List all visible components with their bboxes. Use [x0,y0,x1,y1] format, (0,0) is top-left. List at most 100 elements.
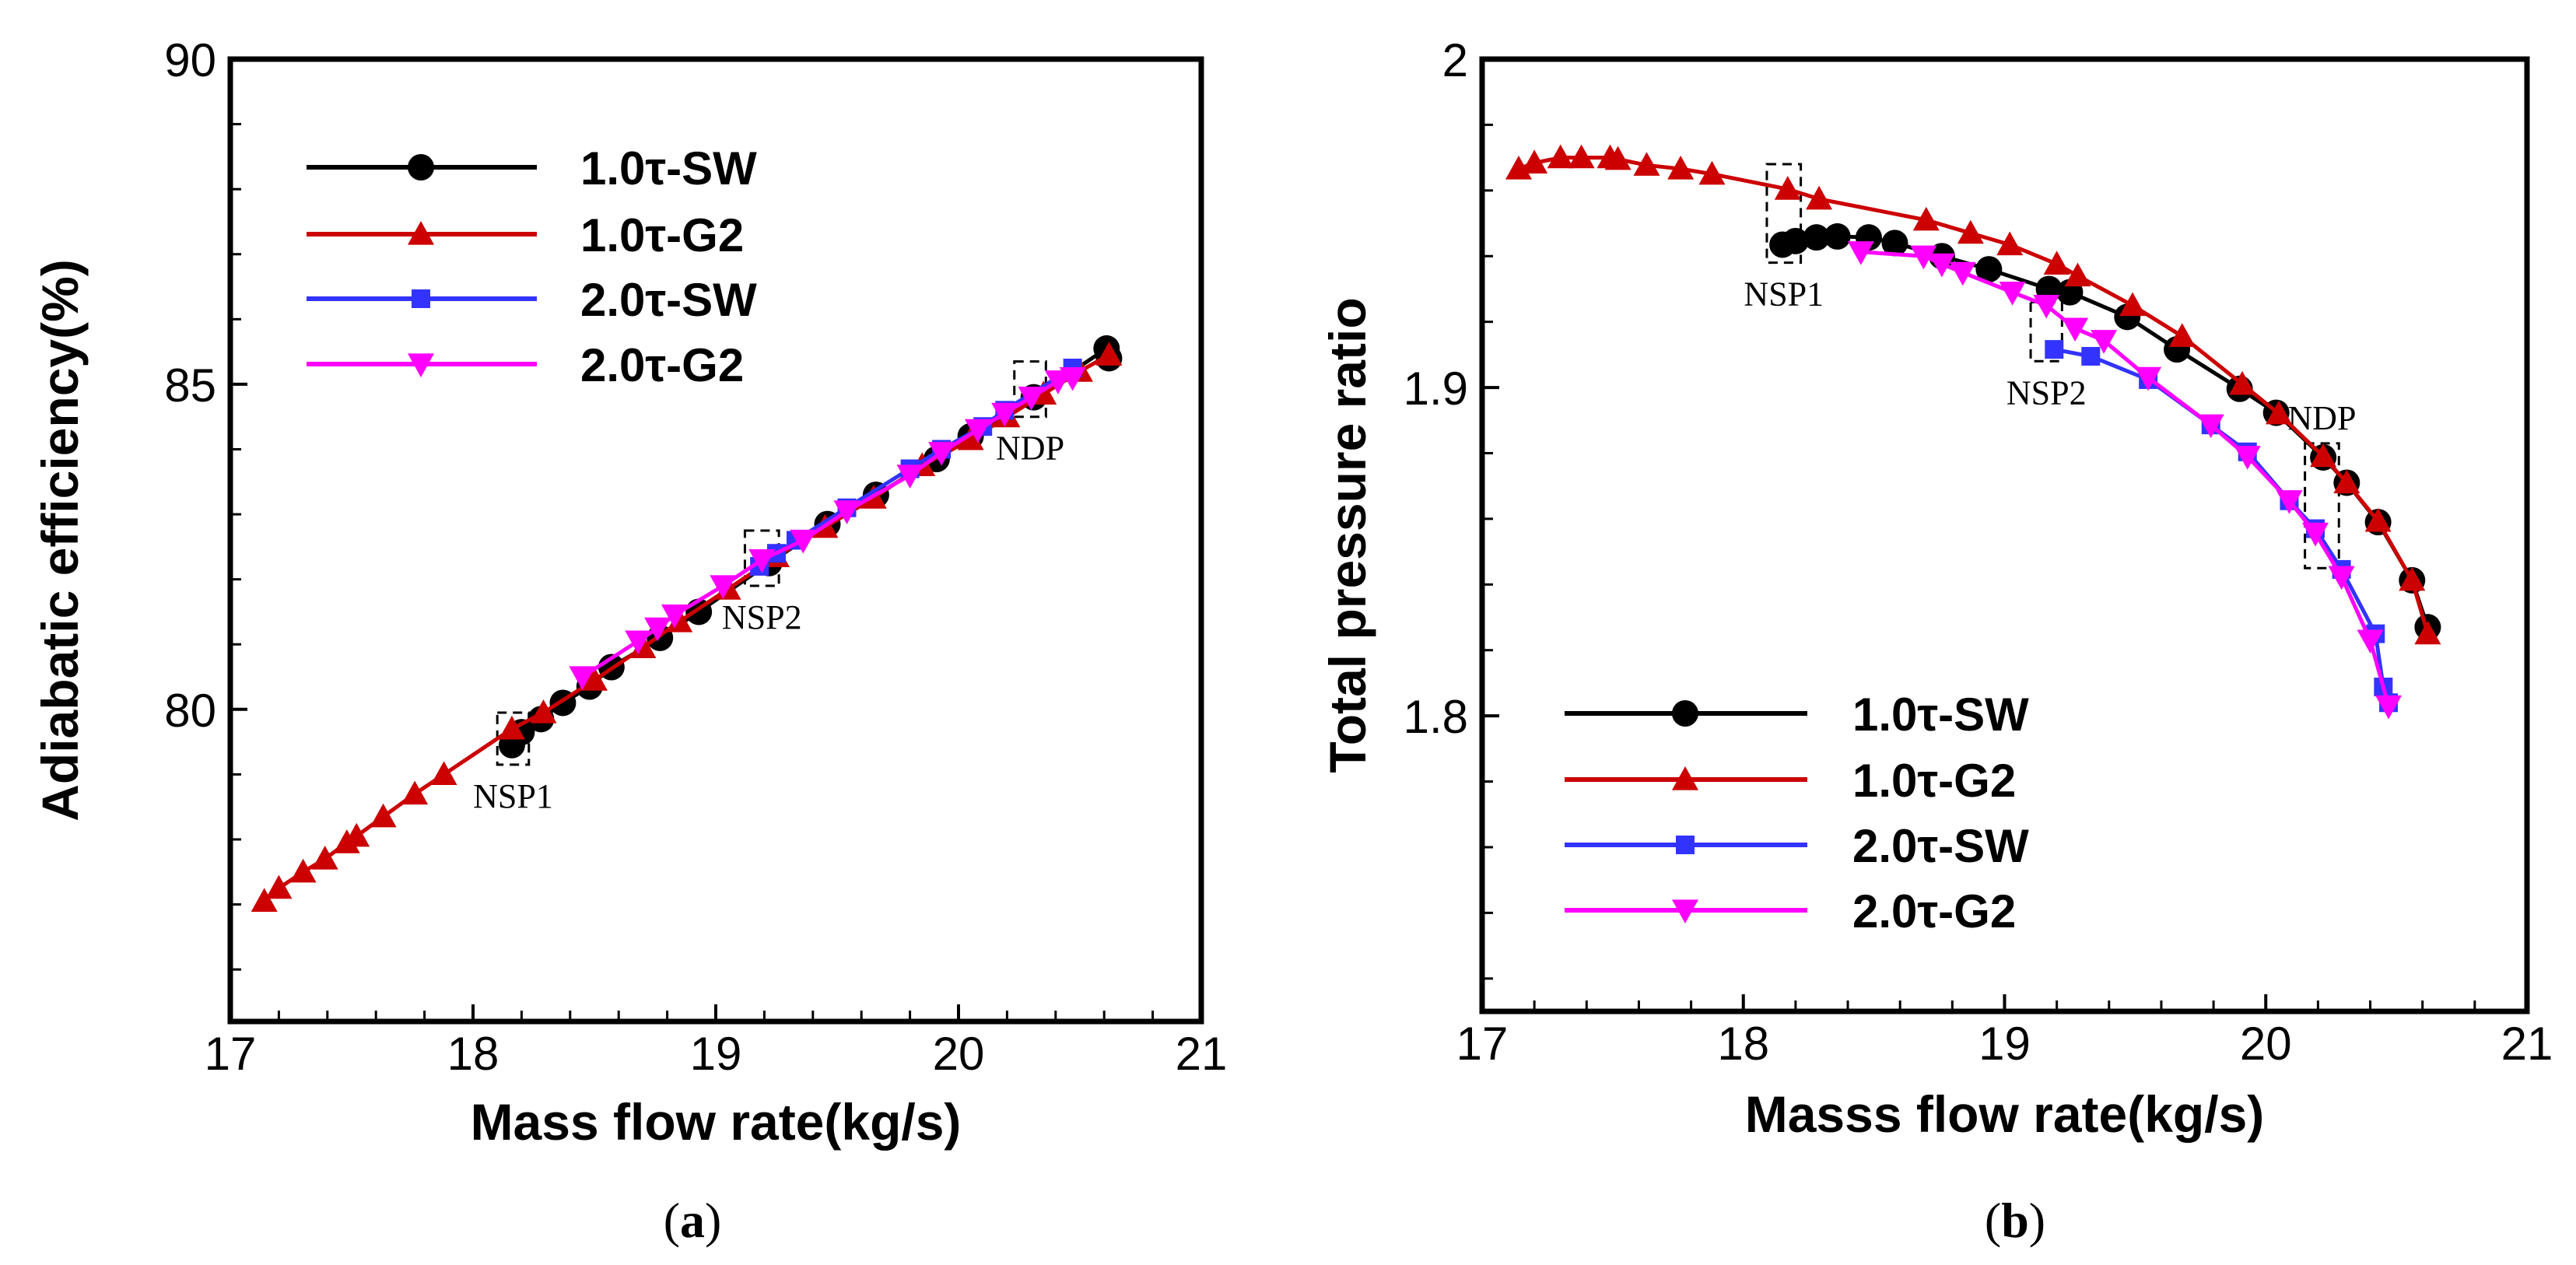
x-tick-label: 17 [1456,1018,1509,1070]
chart-a-efficiency: 17 18 19 20 21 80 85 90 Mass flow rate(kg/s) Adia… [31,34,1227,1151]
data-point-triangle-down [2033,294,2060,319]
data-point-triangle-down [1928,253,1955,278]
data-point-triangle-down [710,575,737,600]
legend-item: 2.0τ-G2 [1565,885,2016,937]
annotation-label-nsp1: NSP1 [473,777,553,815]
series-2-0-g2 [1847,241,2403,720]
data-point-triangle-down [2135,366,2162,391]
data-point-triangle-up [401,780,429,805]
data-point-triangle-down [896,464,924,489]
data-point-triangle-down [1847,241,1874,265]
series-2-0-sw [2045,340,2399,713]
data-point-square [2045,340,2064,359]
data-point-triangle-up [311,846,338,870]
data-point-circle [1824,223,1851,250]
data-point-triangle-up [2064,262,2091,287]
legend-marker-circle [1672,700,1698,727]
legend-item: 1.0τ-SW [307,142,757,194]
data-point-triangle-up [289,858,317,883]
data-point-triangle-down [2328,566,2355,590]
data-point-triangle-up [1095,342,1123,366]
data-point-triangle-down [1018,387,1045,411]
y-tick-label: 85 [164,359,216,412]
data-point-triangle-up [265,874,293,899]
data-point-triangle-up [370,803,397,828]
chart-b-pressure-ratio: 17 18 19 20 21 1.8 1.9 2 Masss flow rate(kg/s) To… [1319,34,2553,1143]
legend-item: 2.0τ-G2 [307,339,744,391]
legend-label: 2.0τ-G2 [580,339,744,391]
data-point-triangle-down [644,617,671,642]
data-point-triangle-up [498,715,525,740]
y-tick-label: 1.8 [1404,691,1468,743]
data-point-triangle-down [2276,490,2303,514]
y-tick-label: 90 [164,34,216,86]
y-tick-label: 80 [164,685,216,737]
data-point-triangle-down [2234,446,2261,470]
annotation-box-nsp2 [743,529,780,587]
data-point-triangle-down [2091,330,2118,354]
data-point-triangle-down [569,666,596,691]
data-point-triangle-up [251,888,278,912]
annotation-box-ndp [2304,442,2340,569]
plot-frame [1479,56,2530,1014]
annotation-label-nsp2: NSP2 [2006,373,2087,412]
data-point-triangle-up [1698,160,1726,185]
data-point-triangle-down [833,500,860,524]
data-point-triangle-up [530,699,557,724]
legend-marker-triangle-up [408,221,434,245]
legend-marker-square [412,289,430,308]
data-point-triangle-up [2168,323,2196,347]
annotation-box-ndp [1013,360,1047,419]
data-point-square [2081,346,2101,366]
data-point-triangle-up [1996,231,2024,256]
data-point-triangle-up [1912,206,1940,231]
x-tick-label: 18 [447,1028,499,1080]
legend: 1.0τ-SW 1.0τ-G2 2.0τ-SW 2.0τ-G2 [1565,689,2029,937]
data-point-triangle-up [2333,469,2360,494]
legend-item: 1.0τ-G2 [1565,755,2016,807]
data-point-triangle-down [625,630,652,655]
data-point-triangle-down [748,548,776,573]
data-point-triangle-up [1521,149,1548,173]
series-1-0-g2 [1505,144,2441,645]
y-axis-label: Total pressure ratio [1319,297,1376,773]
series-2-0-g2 [569,366,1086,691]
legend-label: 1.0τ-G2 [1852,755,2016,807]
annotation-label-nsp2: NSP2 [722,598,802,636]
x-tick-label: 17 [205,1028,257,1080]
data-point-triangle-up [2399,566,2426,591]
legend-marker-triangle-down [1672,899,1698,923]
y-tick-label: 1.9 [1404,363,1468,415]
data-point-triangle-up [1667,155,1695,180]
data-point-triangle-down [2375,695,2403,720]
data-point-triangle-up [2119,292,2147,317]
legend-label: 1.0τ-SW [580,142,757,194]
data-point-triangle-up [2229,370,2256,395]
legend-item: 2.0τ-SW [1565,820,2029,872]
data-point-triangle-down [991,402,1018,427]
data-point-triangle-down [2062,317,2089,342]
data-point-triangle-down [2357,629,2384,654]
data-point-triangle-up [1633,152,1660,176]
data-point-triangle-up [581,667,608,691]
data-point-triangle-down [2197,414,2224,439]
x-tick-label: 20 [933,1028,985,1080]
data-point-circle [1881,230,1908,257]
data-point-triangle-up [1806,185,1833,210]
data-point-triangle-down [1949,261,1976,286]
data-point-triangle-up [2310,443,2337,468]
data-point-circle [1803,224,1830,251]
plot-frame [227,56,1204,1025]
x-tick-label: 19 [1978,1018,2031,1070]
annotation-label-nsp1: NSP1 [1744,275,1824,314]
data-point-triangle-up [666,608,693,632]
data-point-triangle-down [928,442,955,466]
data-point-triangle-up [2414,620,2441,645]
x-tick-label: 21 [1176,1028,1228,1080]
data-point-triangle-down [2302,522,2329,547]
legend-label: 2.0τ-SW [1852,820,2029,872]
y-tick-label: 2 [1442,34,1468,86]
annotation-box-nsp1 [1765,163,1803,265]
legend-item: 2.0τ-SW [307,274,757,326]
